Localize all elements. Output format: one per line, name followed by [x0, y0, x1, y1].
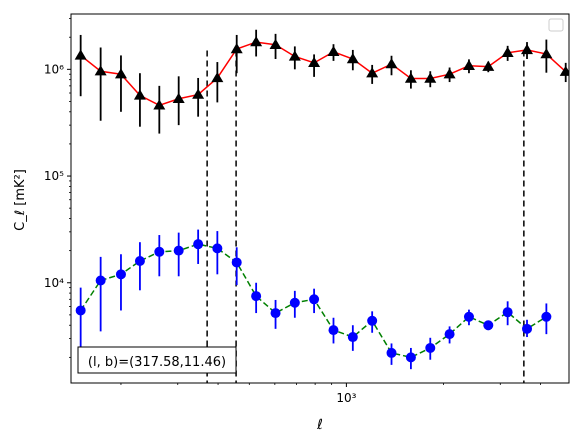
data-point — [424, 72, 437, 83]
series-line — [80, 41, 567, 107]
data-point — [366, 67, 379, 78]
x-tick-label: 10³ — [336, 391, 356, 405]
data-point — [559, 65, 569, 76]
data-point — [540, 48, 553, 59]
data-point — [75, 305, 86, 316]
data-point — [521, 43, 534, 55]
data-point — [327, 45, 340, 56]
data-point — [134, 255, 145, 266]
data-point — [483, 320, 494, 331]
y-axis-label: C_ℓ [mK²] — [13, 169, 28, 231]
data-point — [367, 315, 378, 326]
data-point — [173, 245, 184, 256]
y-tick-label: 10⁴ — [44, 276, 64, 290]
data-point — [463, 311, 474, 322]
legend-box — [548, 18, 564, 32]
data-point — [251, 291, 262, 302]
annotation-text: (l, b)=(317.58,11.46) — [88, 355, 226, 370]
data-point — [231, 257, 242, 268]
data-point — [172, 92, 185, 103]
data-point — [541, 311, 552, 322]
data-point — [522, 323, 533, 334]
data-point — [502, 307, 513, 318]
plot-frame — [70, 13, 570, 384]
data-point — [270, 308, 281, 319]
data-point — [250, 36, 263, 47]
annotation-box — [77, 346, 237, 374]
data-point — [404, 72, 417, 83]
data-point — [346, 52, 359, 64]
data-point — [386, 347, 397, 358]
data-point — [347, 332, 358, 343]
y-tick-label: 10⁶ — [44, 62, 64, 76]
data-point — [405, 352, 416, 363]
data-point — [74, 49, 87, 60]
data-point — [308, 56, 321, 68]
data-point — [95, 275, 106, 286]
data-point — [212, 243, 223, 254]
data-point — [211, 71, 224, 83]
x-axis-label: ℓ — [316, 417, 323, 433]
data-point — [193, 239, 204, 250]
data-point — [133, 89, 146, 100]
data-point — [153, 99, 166, 110]
data-point — [385, 58, 398, 69]
y-tick-label: 10⁵ — [44, 169, 64, 183]
data-point — [482, 60, 495, 71]
data-point — [94, 65, 107, 76]
data-point — [501, 46, 514, 57]
data-point — [154, 246, 165, 257]
data-point — [309, 294, 320, 305]
data-point — [230, 43, 243, 54]
data-point — [115, 269, 126, 280]
data-point — [462, 59, 475, 70]
data-point — [289, 297, 300, 308]
data-point — [269, 38, 282, 49]
data-point — [328, 325, 339, 336]
data-point — [192, 88, 205, 99]
data-point — [425, 342, 436, 353]
data-point — [114, 68, 127, 79]
data-point — [443, 68, 456, 79]
data-point — [288, 50, 301, 61]
data-point — [444, 329, 455, 340]
